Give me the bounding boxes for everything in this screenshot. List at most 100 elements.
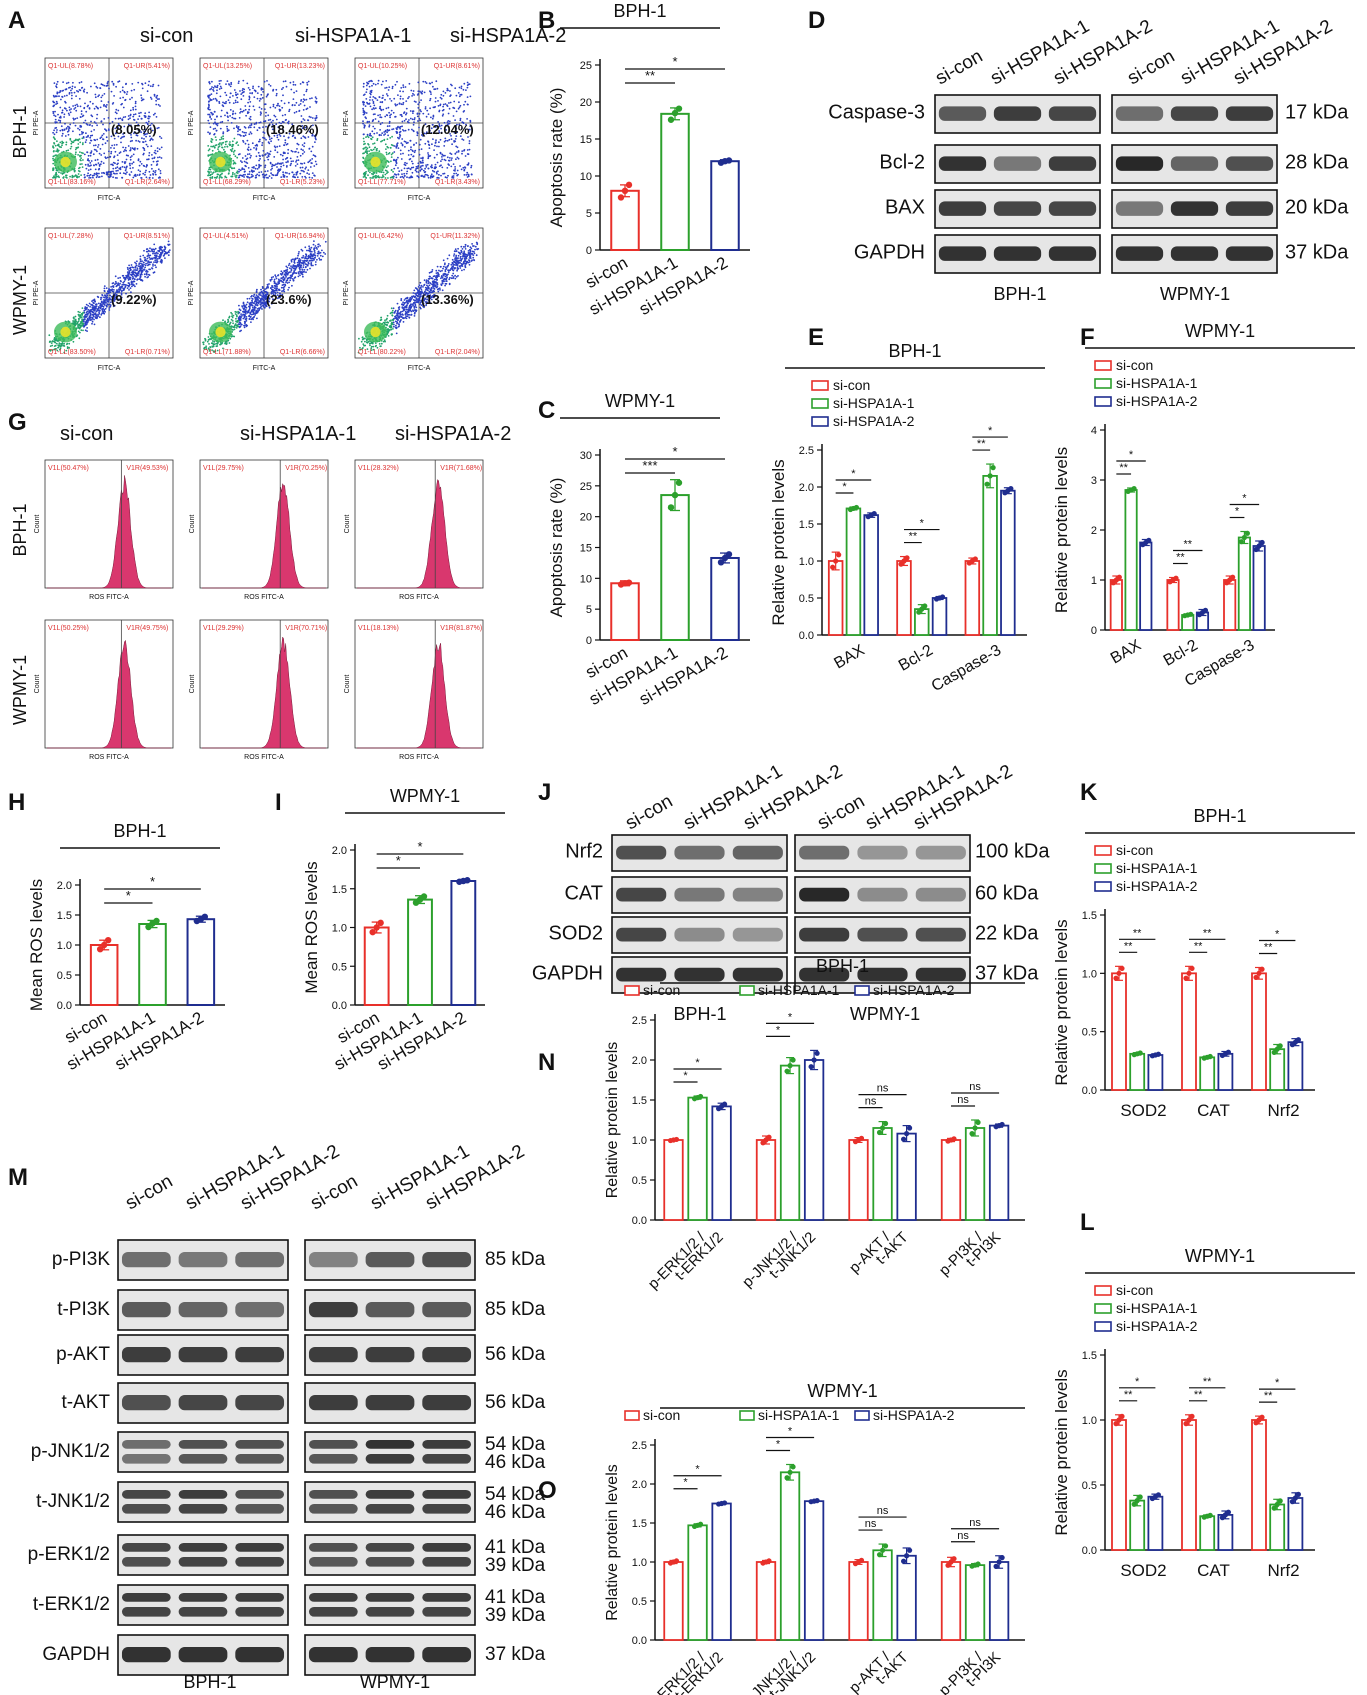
event-dot xyxy=(289,279,292,282)
event-dot xyxy=(53,348,55,351)
event-dot xyxy=(53,336,56,339)
event-dot xyxy=(141,87,144,90)
event-dot xyxy=(132,167,134,169)
event-dot xyxy=(391,314,394,317)
event-dot xyxy=(394,83,397,86)
event-dot xyxy=(297,252,300,255)
event-dot xyxy=(438,130,440,132)
event-dot xyxy=(312,124,314,127)
event-dot xyxy=(121,165,124,168)
event-dot xyxy=(362,85,365,88)
event-dot xyxy=(76,105,79,108)
event-dot xyxy=(207,154,210,157)
event-dot xyxy=(93,107,96,110)
event-dot xyxy=(301,176,304,178)
event-dot xyxy=(133,131,136,133)
event-dot xyxy=(116,163,119,166)
event-dot xyxy=(260,294,262,297)
event-dot xyxy=(112,302,115,305)
event-dot xyxy=(129,287,132,289)
y-axis-label: PI PE-A xyxy=(188,280,195,305)
event-dot xyxy=(211,86,213,88)
event-dot xyxy=(96,295,99,298)
event-dot xyxy=(106,140,109,142)
event-dot xyxy=(90,139,93,142)
event-dot xyxy=(152,83,155,86)
event-dot xyxy=(119,287,122,290)
event-dot xyxy=(272,174,275,177)
event-dot xyxy=(461,152,463,155)
event-dot xyxy=(265,291,268,294)
event-dot xyxy=(455,110,458,113)
event-dot xyxy=(310,257,313,260)
event-dot xyxy=(451,265,454,268)
event-dot xyxy=(96,138,99,141)
event-dot xyxy=(374,83,377,86)
event-dot xyxy=(418,148,421,151)
event-dot xyxy=(270,177,273,179)
event-dot xyxy=(56,339,59,342)
event-dot xyxy=(284,283,286,286)
event-dot xyxy=(246,82,249,85)
event-dot xyxy=(53,142,56,145)
event-dot xyxy=(121,161,124,163)
event-dot xyxy=(402,314,404,316)
event-dot xyxy=(208,168,210,171)
event-dot xyxy=(389,146,392,149)
event-dot xyxy=(259,114,262,116)
event-dot xyxy=(243,176,246,178)
event-dot xyxy=(463,103,465,106)
event-dot xyxy=(243,313,246,316)
event-dot xyxy=(106,299,109,301)
event-dot xyxy=(302,264,305,266)
event-dot xyxy=(91,317,94,320)
quadrant-lr: Q1-LR(3.43%) xyxy=(435,179,480,186)
event-dot xyxy=(372,173,374,176)
event-dot xyxy=(232,322,235,325)
event-dot xyxy=(72,81,74,84)
event-dot xyxy=(275,92,278,95)
event-dot xyxy=(119,91,122,93)
event-dot xyxy=(441,289,444,292)
event-dot xyxy=(273,145,276,148)
event-dot xyxy=(395,158,398,161)
event-dot xyxy=(82,329,84,332)
event-dot xyxy=(229,115,232,117)
event-dot xyxy=(400,142,403,145)
event-dot xyxy=(73,316,75,319)
event-dot xyxy=(226,125,228,128)
event-dot xyxy=(226,127,229,130)
event-dot xyxy=(404,86,407,88)
event-dot xyxy=(254,306,257,309)
event-dot xyxy=(256,317,258,320)
event-dot xyxy=(142,141,145,144)
event-dot xyxy=(56,92,59,95)
event-dot xyxy=(207,131,210,134)
event-dot xyxy=(247,175,249,178)
event-dot xyxy=(401,125,403,128)
event-dot xyxy=(254,312,256,315)
event-dot xyxy=(362,147,365,150)
event-dot xyxy=(210,338,212,341)
quadrant-ll: Q1-LL(71.88%) xyxy=(203,349,251,356)
event-dot xyxy=(149,247,151,250)
event-dot xyxy=(158,98,161,100)
event-dot xyxy=(295,159,298,162)
event-dot xyxy=(273,287,276,290)
event-dot xyxy=(116,290,119,293)
event-dot xyxy=(416,115,419,118)
event-dot xyxy=(248,315,251,318)
event-dot xyxy=(267,114,270,117)
event-dot xyxy=(286,175,288,178)
event-dot xyxy=(52,168,54,170)
event-dot xyxy=(78,166,81,169)
event-dot xyxy=(310,150,313,153)
event-dot xyxy=(364,340,366,343)
event-dot xyxy=(52,110,55,113)
event-dot xyxy=(113,295,115,297)
event-dot xyxy=(103,308,106,311)
event-dot xyxy=(284,271,287,274)
event-dot xyxy=(73,321,76,324)
event-dot xyxy=(61,140,63,143)
